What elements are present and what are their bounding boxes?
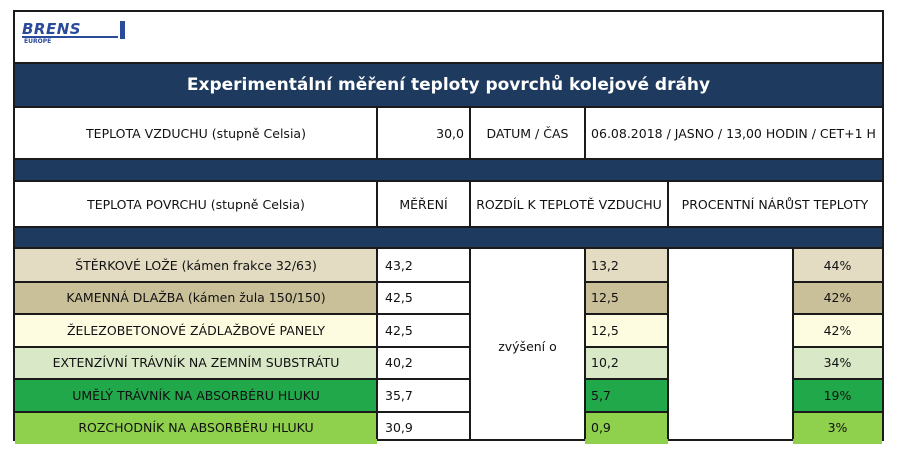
data-top-line [15,247,882,249]
row-percent: 44% [793,249,882,282]
header-diff: ROZDÍL K TEPLOTĚ VZDUCHU [476,197,662,212]
row-divider [585,346,668,348]
info-divider [469,106,471,158]
info-top-line [15,106,882,108]
date-value: 06.08.2018 / JASNO / 13,00 HODIN / CET+1… [591,125,876,141]
row-diff: 12,5 [585,314,668,347]
brens-logo: BRENS EUROPE [22,20,142,50]
header-surface: TEPLOTA POVRCHU (stupně Celsia) [87,197,305,212]
header-divider [469,180,471,226]
row-measure: 30,9 [385,420,413,436]
row-divider [15,281,470,283]
data-divider [376,247,378,439]
row-divider [793,313,882,315]
row-percent: 19% [793,379,882,412]
header-divider [376,180,378,226]
row-divider [793,378,882,380]
row-divider [793,346,882,348]
header-bottom-line [15,226,882,228]
row-divider [585,313,668,315]
header-measure: MĚŘENÍ [399,197,448,212]
row-divider [585,281,668,283]
logo-brand: BRENS [22,20,82,38]
data-divider [584,247,586,439]
row-diff: 5,7 [585,379,668,412]
table-frame [13,10,884,441]
percent-spacer [668,249,793,444]
info-divider [376,106,378,158]
data-divider [667,247,669,439]
row-percent: 3% [793,411,882,444]
row-divider [15,378,470,380]
air-temperature-label: TEPLOTA VZDUCHU (stupně Celsia) [86,125,306,141]
header-divider [667,180,669,226]
row-divider [585,378,668,380]
data-divider [469,247,471,439]
row-measure: 42,5 [385,290,413,306]
row-surface: KAMENNÁ DLAŽBA (kámen žula 150/150) [15,281,377,314]
row-divider [793,281,882,283]
row-diff: 0,9 [585,411,668,444]
logo-i-mark [120,21,125,39]
info-bottom-line [15,158,882,160]
row-divider [15,313,470,315]
row-diff: 13,2 [585,249,668,282]
row-surface: UMĚLÝ TRÁVNÍK NA ABSORBÉRU HLUKU [15,379,377,412]
info-divider [584,106,586,158]
header-top-line [15,180,882,182]
increase-label: zvýšení o [498,339,557,354]
row-percent: 42% [793,281,882,314]
row-divider [793,411,882,413]
row-percent: 34% [793,346,882,379]
air-temperature-value: 30,0 [436,125,464,141]
row-measure: 40,2 [385,355,413,371]
row-measure: 35,7 [385,387,413,403]
separator-band-2 [15,228,882,248]
header-percent: PROCENTNÍ NÁRŮST TEPLOTY [681,197,869,212]
row-measure: 42,5 [385,322,413,338]
date-label: DATUM / ČAS [486,125,569,141]
logo-underline [22,36,118,38]
title-top-line [15,62,882,64]
separator-band-1 [15,160,882,180]
row-surface: ŽELEZOBETONOVÉ ZÁDLAŽBOVÉ PANELY [15,314,377,347]
data-divider [792,247,794,439]
row-diff: 10,2 [585,346,668,379]
row-divider [585,411,668,413]
page-title: Experimentální měření teploty povrchů ko… [15,64,882,106]
row-surface: EXTENZÍVNÍ TRÁVNÍK NA ZEMNÍM SUBSTRÁTU [15,346,377,379]
logo-sub: EUROPE [24,38,52,45]
row-surface: ROZCHODNÍK NA ABSORBÉRU HLUKU [15,411,377,444]
row-measure: 43,2 [385,257,413,273]
row-divider [15,411,470,413]
row-diff: 12,5 [585,281,668,314]
row-percent: 42% [793,314,882,347]
row-surface: ŠTĚRKOVÉ LOŽE (kámen frakce 32/63) [15,249,377,282]
row-divider [15,346,470,348]
